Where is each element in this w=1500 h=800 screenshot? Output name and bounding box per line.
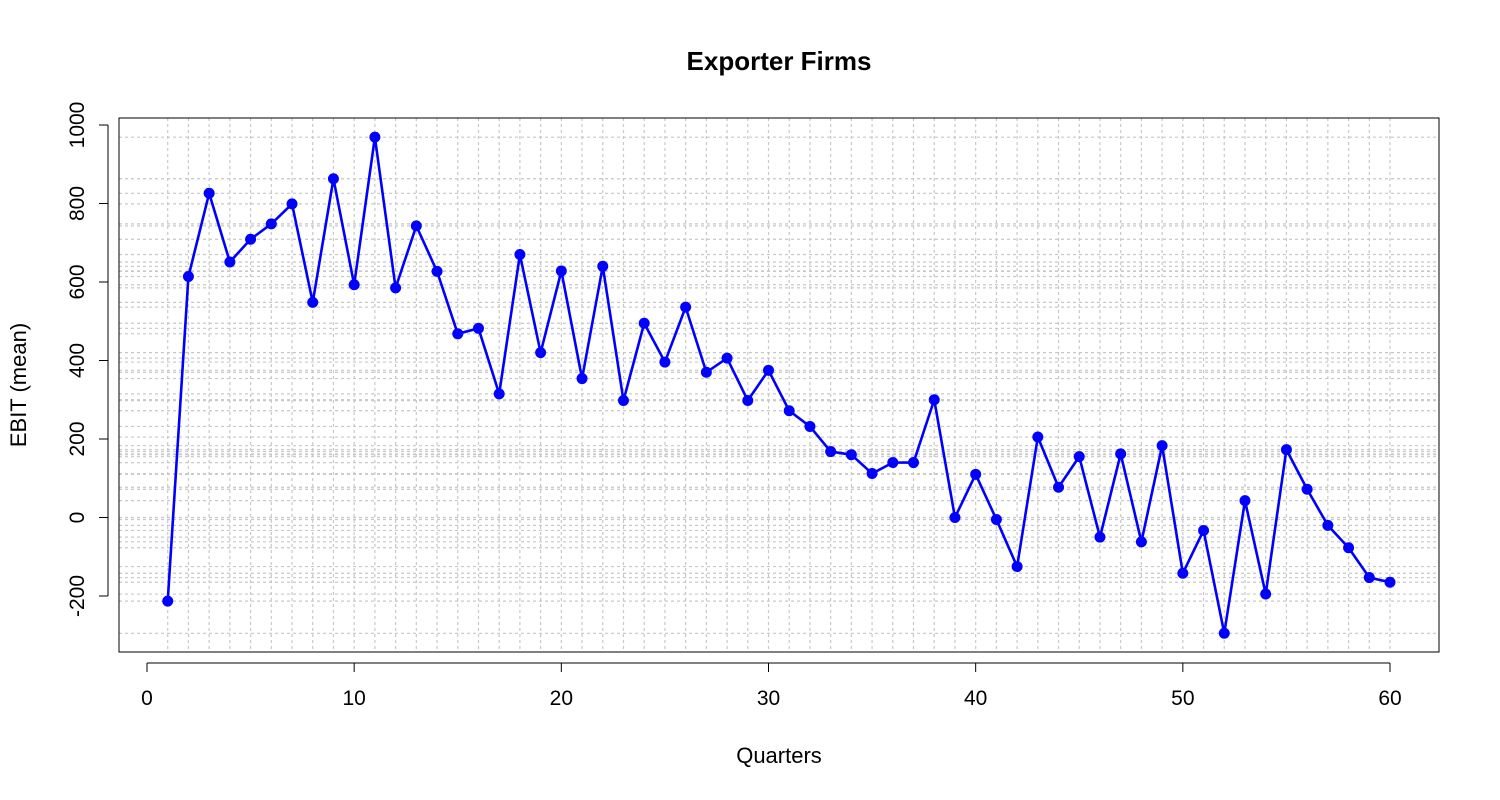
data-point bbox=[1135, 536, 1147, 548]
y-tick-label: -200 bbox=[66, 575, 89, 617]
data-point bbox=[845, 449, 857, 461]
data-point bbox=[245, 233, 257, 245]
data-point bbox=[597, 260, 609, 272]
data-point bbox=[410, 220, 422, 232]
data-point bbox=[721, 352, 733, 364]
data-point bbox=[1053, 481, 1065, 493]
grid-lines bbox=[119, 118, 1439, 652]
data-point bbox=[286, 198, 298, 210]
data-point bbox=[970, 468, 982, 480]
data-point bbox=[1115, 448, 1127, 460]
data-point bbox=[472, 322, 484, 334]
y-tick-label: 0 bbox=[66, 512, 89, 524]
data-point bbox=[1032, 431, 1044, 443]
data-point bbox=[162, 595, 174, 607]
data-point bbox=[452, 328, 464, 340]
data-point bbox=[514, 249, 526, 261]
y-axis-label: EBIT (mean) bbox=[6, 323, 31, 447]
data-point bbox=[535, 347, 547, 359]
y-axis: -200 0 200 400 600 800 1000 bbox=[66, 102, 109, 617]
data-point bbox=[1343, 542, 1355, 554]
x-axis-label: Quarters bbox=[736, 743, 822, 768]
data-point bbox=[1198, 524, 1210, 536]
x-tick-label: 40 bbox=[964, 687, 987, 710]
x-tick-label: 0 bbox=[141, 687, 153, 710]
data-point bbox=[763, 364, 774, 376]
data-point bbox=[182, 271, 194, 283]
plot-frame bbox=[118, 117, 1440, 653]
data-point bbox=[617, 395, 629, 407]
data-point bbox=[390, 282, 402, 294]
data-point bbox=[1239, 495, 1251, 507]
data-point bbox=[348, 279, 360, 291]
data-point bbox=[866, 468, 878, 480]
data-point bbox=[431, 265, 443, 277]
data-point bbox=[1156, 440, 1168, 452]
x-tick-label: 20 bbox=[550, 687, 573, 710]
data-point bbox=[576, 373, 588, 385]
data-series bbox=[162, 131, 1396, 639]
data-point bbox=[1384, 576, 1396, 588]
data-point bbox=[928, 394, 940, 406]
data-point bbox=[369, 131, 381, 143]
data-point bbox=[493, 388, 505, 400]
x-axis: 0 10 20 30 40 50 60 bbox=[141, 662, 1402, 710]
data-point bbox=[1177, 567, 1189, 579]
data-point bbox=[908, 457, 920, 469]
data-point bbox=[1322, 519, 1334, 531]
series-line bbox=[166, 135, 1391, 635]
data-point bbox=[680, 301, 692, 313]
x-tick-label: 60 bbox=[1378, 687, 1401, 710]
data-point bbox=[700, 366, 712, 378]
y-tick-label: 800 bbox=[66, 186, 89, 221]
data-point bbox=[638, 317, 650, 329]
x-tick-label: 30 bbox=[757, 687, 780, 710]
data-point bbox=[742, 395, 754, 407]
data-point bbox=[555, 265, 567, 277]
data-point bbox=[804, 420, 816, 432]
data-point bbox=[1260, 588, 1272, 600]
y-tick-label: 200 bbox=[66, 421, 89, 456]
data-point bbox=[327, 173, 339, 185]
data-point bbox=[1280, 444, 1292, 456]
chart-title: Exporter Firms bbox=[687, 46, 872, 76]
data-point bbox=[1218, 627, 1230, 639]
data-point bbox=[307, 296, 319, 308]
x-tick-label: 50 bbox=[1171, 687, 1194, 710]
data-point bbox=[1011, 561, 1023, 573]
data-point bbox=[1301, 483, 1313, 495]
data-point bbox=[1073, 451, 1085, 463]
data-point bbox=[265, 218, 277, 230]
data-point bbox=[1094, 531, 1106, 543]
data-point bbox=[659, 356, 671, 368]
data-point bbox=[224, 256, 236, 268]
y-tick-label: 1000 bbox=[66, 102, 89, 149]
y-tick-label: 600 bbox=[66, 264, 89, 299]
data-point bbox=[825, 446, 837, 458]
data-point bbox=[203, 187, 215, 199]
data-point bbox=[1363, 572, 1375, 584]
data-point bbox=[783, 405, 795, 417]
data-point bbox=[949, 512, 961, 523]
data-point bbox=[887, 457, 899, 469]
x-tick-label: 10 bbox=[342, 687, 365, 710]
data-point bbox=[990, 513, 1002, 525]
y-tick-label: 400 bbox=[66, 343, 89, 378]
